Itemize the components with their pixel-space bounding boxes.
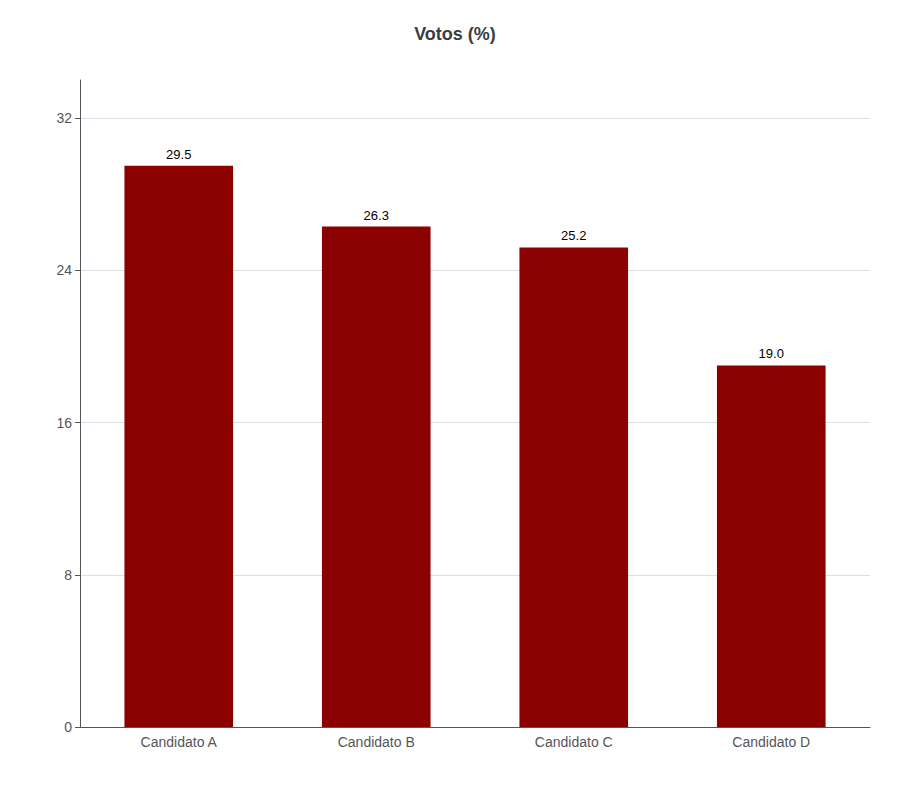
svg-text:8: 8: [64, 567, 72, 583]
svg-text:Candidato C: Candidato C: [535, 734, 613, 750]
svg-text:Candidato A: Candidato A: [141, 734, 218, 750]
svg-text:Candidato D: Candidato D: [732, 734, 810, 750]
svg-text:25.2: 25.2: [561, 228, 586, 243]
svg-text:26.3: 26.3: [364, 208, 389, 223]
svg-text:Votos (%): Votos (%): [414, 24, 496, 44]
svg-text:29.5: 29.5: [166, 147, 191, 162]
svg-text:16: 16: [56, 415, 72, 431]
svg-text:0: 0: [64, 719, 72, 735]
svg-text:Candidato B: Candidato B: [338, 734, 415, 750]
svg-text:32: 32: [56, 110, 72, 126]
svg-text:24: 24: [56, 262, 72, 278]
svg-text:19.0: 19.0: [759, 346, 784, 361]
